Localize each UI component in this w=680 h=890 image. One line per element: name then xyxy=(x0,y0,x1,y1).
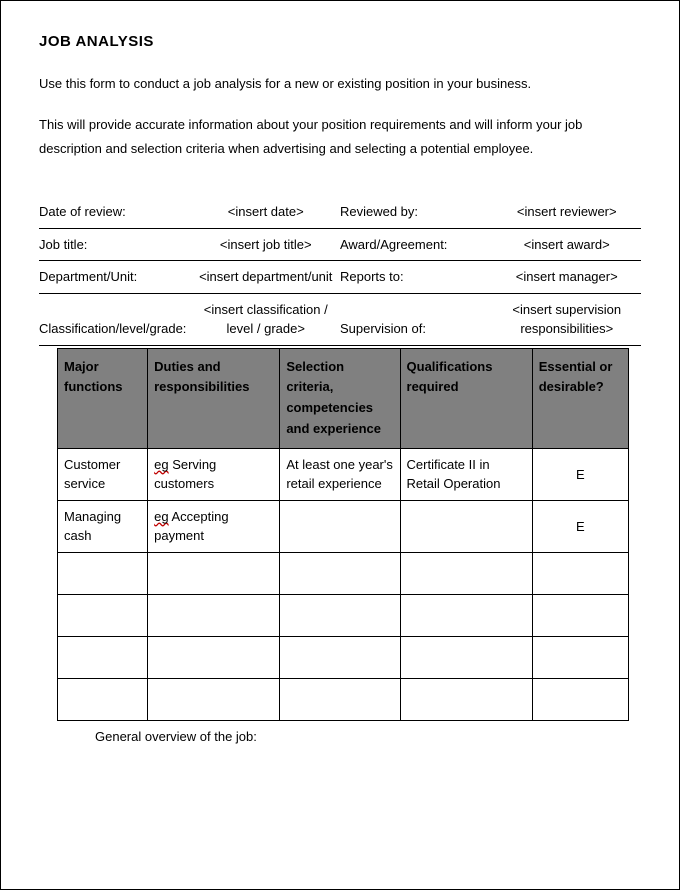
cell-duties: eg Accepting payment xyxy=(148,500,280,552)
cell-qualifications xyxy=(400,500,532,552)
job-title-value: <insert job title> xyxy=(196,228,340,261)
table-row: Customer serviceeg Serving customersAt l… xyxy=(58,448,629,500)
cell-essential xyxy=(532,594,628,636)
department-value: <insert department/unit xyxy=(196,261,340,294)
cell-duties xyxy=(148,678,280,720)
spellcheck-squiggle: eg xyxy=(154,457,168,472)
header-major-functions: Major functions xyxy=(58,348,148,448)
reports-to-label: Reports to: xyxy=(340,261,497,294)
functions-table: Major functions Duties and responsibilit… xyxy=(57,348,629,721)
cell-major-function xyxy=(58,552,148,594)
cell-major-function xyxy=(58,678,148,720)
supervision-value: <insert supervision responsibilities> xyxy=(497,293,642,345)
cell-qualifications: Certificate II in Retail Operation xyxy=(400,448,532,500)
cell-essential xyxy=(532,552,628,594)
header-qualifications: Qualifications required xyxy=(400,348,532,448)
cell-essential: E xyxy=(532,448,628,500)
cell-essential xyxy=(532,636,628,678)
classification-value: <insert classification / level / grade> xyxy=(196,293,340,345)
info-row-jobtitle: Job title: <insert job title> Award/Agre… xyxy=(39,228,641,261)
supervision-label: Supervision of: xyxy=(340,293,497,345)
award-agreement-label: Award/Agreement: xyxy=(340,228,497,261)
header-duties: Duties and responsibilities xyxy=(148,348,280,448)
info-row-department: Department/Unit: <insert department/unit… xyxy=(39,261,641,294)
cell-selection-criteria xyxy=(280,552,400,594)
intro-paragraph-1: Use this form to conduct a job analysis … xyxy=(39,72,641,95)
cell-selection-criteria xyxy=(280,500,400,552)
table-row xyxy=(58,636,629,678)
page-title: JOB ANALYSIS xyxy=(39,33,641,50)
cell-duties xyxy=(148,636,280,678)
cell-selection-criteria xyxy=(280,594,400,636)
cell-essential: E xyxy=(532,500,628,552)
cell-duties xyxy=(148,594,280,636)
cell-selection-criteria: At least one year's retail experience xyxy=(280,448,400,500)
job-title-label: Job title: xyxy=(39,228,196,261)
date-review-value: <insert date> xyxy=(196,196,340,228)
cell-duties xyxy=(148,552,280,594)
functions-header-row: Major functions Duties and responsibilit… xyxy=(58,348,629,448)
header-essential: Essential or desirable? xyxy=(532,348,628,448)
general-overview-label: General overview of the job: xyxy=(95,729,641,744)
info-row-date: Date of review: <insert date> Reviewed b… xyxy=(39,196,641,228)
table-row xyxy=(58,552,629,594)
info-row-classification: Classification/level/grade: <insert clas… xyxy=(39,293,641,345)
spellcheck-squiggle: eg xyxy=(154,509,168,524)
header-selection-criteria: Selection criteria, competencies and exp… xyxy=(280,348,400,448)
date-review-label: Date of review: xyxy=(39,196,196,228)
intro-paragraph-2: This will provide accurate information a… xyxy=(39,113,641,160)
cell-selection-criteria xyxy=(280,636,400,678)
cell-essential xyxy=(532,678,628,720)
cell-major-function: Managing cash xyxy=(58,500,148,552)
classification-label: Classification/level/grade: xyxy=(39,293,196,345)
table-row xyxy=(58,594,629,636)
cell-selection-criteria xyxy=(280,678,400,720)
award-agreement-value: <insert award> xyxy=(497,228,642,261)
reports-to-value: <insert manager> xyxy=(497,261,642,294)
cell-major-function: Customer service xyxy=(58,448,148,500)
reviewed-by-label: Reviewed by: xyxy=(340,196,497,228)
table-row: Managing casheg Accepting payment E xyxy=(58,500,629,552)
cell-major-function xyxy=(58,636,148,678)
cell-major-function xyxy=(58,594,148,636)
cell-duties: eg Serving customers xyxy=(148,448,280,500)
reviewed-by-value: <insert reviewer> xyxy=(497,196,642,228)
department-label: Department/Unit: xyxy=(39,261,196,294)
cell-qualifications xyxy=(400,636,532,678)
table-row xyxy=(58,678,629,720)
cell-qualifications xyxy=(400,678,532,720)
cell-qualifications xyxy=(400,552,532,594)
cell-qualifications xyxy=(400,594,532,636)
info-table: Date of review: <insert date> Reviewed b… xyxy=(39,196,641,346)
